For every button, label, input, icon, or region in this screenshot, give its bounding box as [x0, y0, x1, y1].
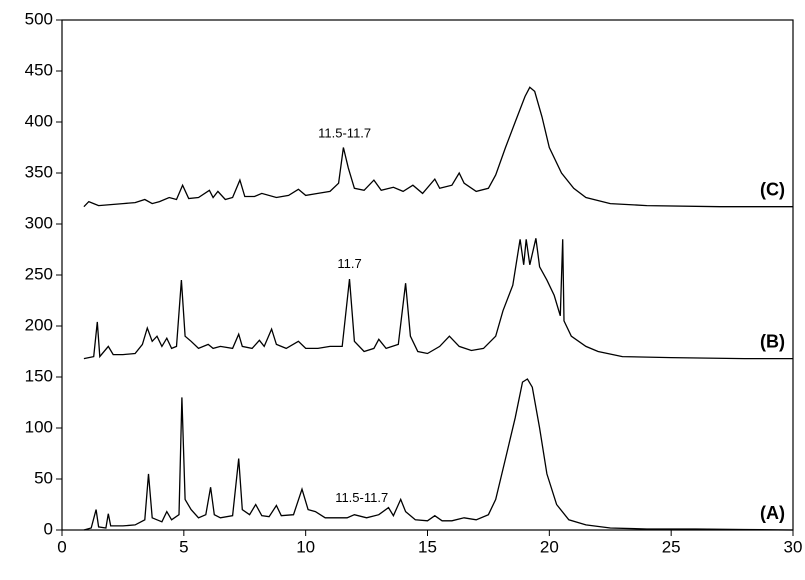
trace	[83, 86, 793, 208]
y-tick-label: 150	[25, 366, 53, 385]
annotation: 11.5-11.7	[335, 490, 388, 505]
annotation: 11.5-11.7	[318, 126, 371, 141]
x-tick-label: 30	[784, 537, 803, 556]
y-tick-label: 450	[25, 60, 53, 79]
trace	[83, 238, 793, 360]
y-tick-label: 200	[25, 315, 53, 334]
x-tick-label: 20	[540, 537, 559, 556]
trace-label: (C)	[760, 179, 785, 199]
x-tick-label: 5	[179, 537, 188, 556]
x-tick-label: 25	[662, 537, 681, 556]
trace-label: (A)	[760, 503, 785, 523]
x-tick-label: 10	[296, 537, 315, 556]
plot-frame	[61, 19, 794, 531]
y-tick-label: 300	[25, 213, 53, 232]
y-tick-label: 50	[34, 468, 53, 487]
trace-label: (B)	[760, 331, 785, 351]
x-tick-label: 0	[57, 537, 66, 556]
annotation: 11.7	[337, 256, 361, 271]
y-tick-label: 350	[25, 162, 53, 181]
trace	[83, 378, 794, 531]
y-tick-label: 500	[25, 9, 53, 28]
y-tick-label: 0	[44, 519, 53, 538]
y-tick-label: 250	[25, 264, 53, 283]
y-tick-label: 100	[25, 417, 53, 436]
x-tick-label: 15	[418, 537, 437, 556]
y-tick-label: 400	[25, 111, 53, 130]
